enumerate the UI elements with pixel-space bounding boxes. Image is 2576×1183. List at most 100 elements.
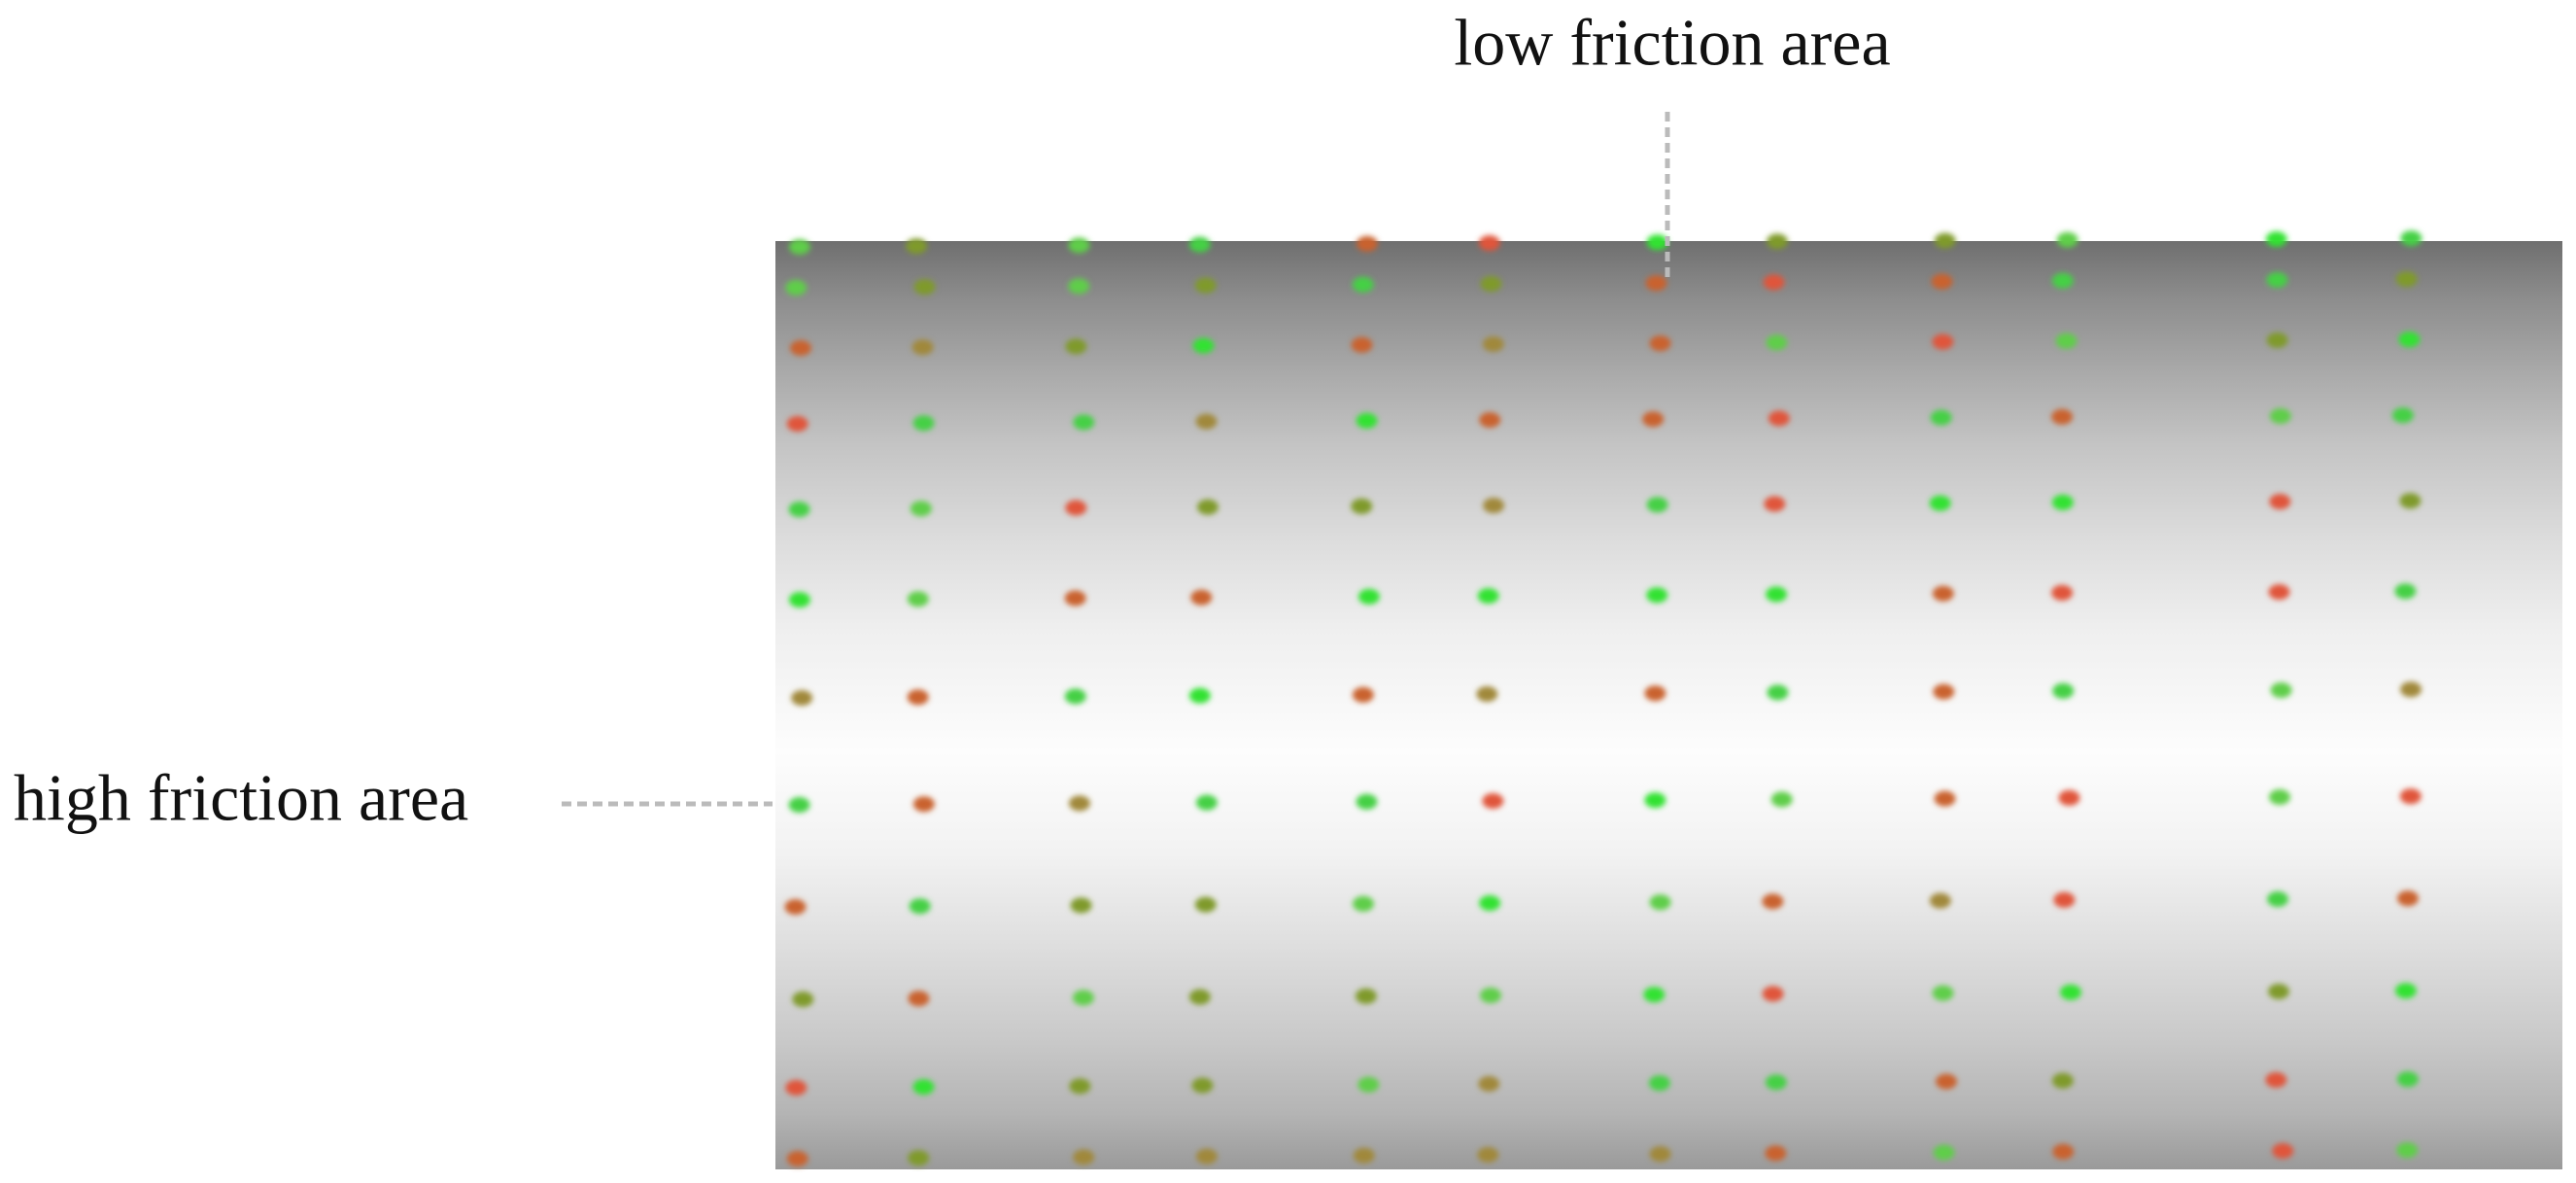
- marker-dot: [2055, 332, 2078, 349]
- marker-dot: [1646, 587, 1668, 604]
- marker-dot: [1644, 792, 1666, 809]
- marker-dot: [1648, 1075, 1670, 1092]
- marker-dot: [2399, 493, 2421, 509]
- marker-dot: [792, 992, 814, 1007]
- marker-dot: [1480, 276, 1502, 292]
- marker-dot: [1768, 410, 1790, 427]
- marker-dot: [2396, 890, 2419, 907]
- marker-dot: [2051, 584, 2074, 601]
- marker-dot: [1477, 1147, 1499, 1163]
- marker-dot: [788, 502, 810, 517]
- marker-dot: [1351, 336, 1373, 353]
- marker-dot: [1479, 412, 1501, 428]
- marker-dot: [1936, 1073, 1958, 1090]
- marker-grid: [784, 230, 2422, 1166]
- marker-dot: [1764, 496, 1786, 512]
- marker-dot: [2056, 231, 2078, 248]
- marker-dot: [1070, 897, 1092, 914]
- marker-dot: [1646, 497, 1668, 513]
- marker-dot: [2051, 272, 2074, 289]
- marker-dot: [2400, 230, 2422, 247]
- marker-dot: [1762, 893, 1784, 910]
- marker-dot: [2058, 789, 2080, 806]
- marker-dot: [2269, 789, 2291, 805]
- marker-dot: [1352, 276, 1374, 293]
- marker-dot: [1357, 588, 1380, 605]
- marker-dot: [1195, 413, 1218, 430]
- marker-dot: [1642, 411, 1665, 428]
- marker-dot: [1195, 1148, 1218, 1165]
- marker-dot: [2396, 1071, 2419, 1088]
- marker-dot: [1068, 278, 1090, 295]
- marker-dot: [1065, 338, 1087, 355]
- marker-dot: [1932, 333, 1954, 350]
- marker-dot: [1767, 684, 1789, 701]
- marker-dot: [907, 689, 929, 706]
- marker-dot: [790, 340, 812, 356]
- marker-dot: [788, 239, 810, 255]
- marker-dot: [2052, 1143, 2075, 1160]
- marker-dot: [786, 1151, 808, 1166]
- marker-dot: [2398, 331, 2421, 348]
- marker-dot: [2270, 682, 2292, 698]
- marker-dot: [786, 416, 808, 432]
- marker-dot: [1069, 1078, 1091, 1095]
- marker-dot: [1765, 1145, 1787, 1162]
- marker-dot: [1931, 273, 1953, 290]
- marker-dot: [788, 592, 810, 608]
- marker-dot: [2396, 1142, 2419, 1159]
- marker-dot: [1929, 495, 1951, 511]
- marker-dot: [1355, 988, 1377, 1004]
- marker-dot: [1646, 234, 1668, 251]
- marker-dot: [2051, 1072, 2074, 1089]
- marker-dot: [1476, 686, 1498, 702]
- marker-dot: [2268, 584, 2290, 600]
- marker-dot: [1482, 336, 1504, 352]
- marker-dot: [2052, 682, 2075, 699]
- marker-dot: [1479, 895, 1501, 911]
- marker-dot: [1929, 892, 1951, 909]
- marker-dot: [2060, 984, 2082, 1000]
- marker-dot: [1649, 335, 1671, 352]
- marker-dot: [784, 899, 807, 915]
- marker-dot: [1196, 499, 1219, 515]
- marker-dot: [1934, 790, 1956, 807]
- marker-dot: [1763, 274, 1785, 291]
- marker-dot: [1194, 277, 1217, 294]
- marker-dot: [2395, 271, 2418, 288]
- marker-dot: [1766, 334, 1788, 351]
- marker-dot: [908, 991, 930, 1007]
- marker-dot: [1353, 895, 1375, 912]
- marker-dot: [1649, 894, 1671, 911]
- marker-dot: [1068, 795, 1090, 812]
- marker-dot: [2051, 494, 2074, 510]
- marker-dot: [1073, 1149, 1095, 1166]
- marker-dot: [1478, 1076, 1500, 1092]
- marker-dot: [1930, 409, 1952, 426]
- marker-dot: [2051, 408, 2074, 425]
- marker-dot: [788, 797, 810, 813]
- marker-dot: [1194, 896, 1217, 913]
- marker-dot: [1765, 1074, 1787, 1091]
- marker-dot: [2266, 272, 2288, 288]
- marker-dot: [1770, 791, 1793, 808]
- marker-dot: [1766, 233, 1788, 250]
- marker-dot: [1068, 237, 1090, 254]
- marker-dot: [913, 279, 936, 296]
- marker-dot: [1483, 498, 1505, 513]
- marker-dot: [1643, 987, 1666, 1003]
- marker-dot: [908, 1150, 930, 1166]
- marker-dot: [1477, 588, 1499, 604]
- marker-dot: [1649, 1146, 1671, 1163]
- marker-dot: [1932, 985, 1954, 1001]
- marker-dot: [1356, 412, 1378, 429]
- marker-dot: [2394, 583, 2417, 600]
- marker-dot: [1482, 793, 1504, 809]
- marker-dot: [906, 238, 928, 255]
- marker-dot: [1188, 989, 1211, 1005]
- marker-dot: [1195, 794, 1218, 811]
- marker-dot: [2272, 1143, 2294, 1159]
- marker-dot: [2269, 408, 2291, 424]
- marker-dot: [1064, 688, 1086, 705]
